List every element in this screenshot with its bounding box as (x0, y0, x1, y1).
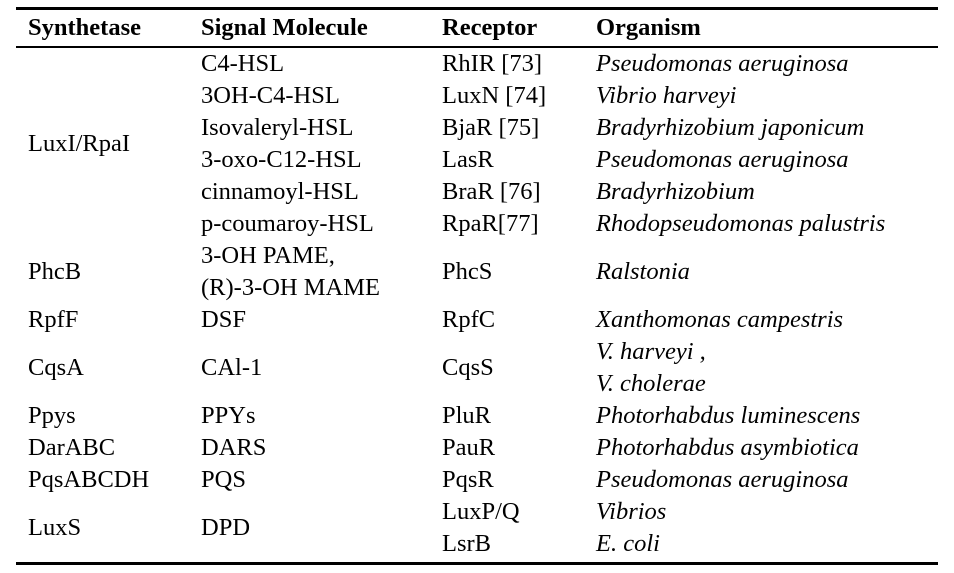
signal-cell: PPYs (201, 401, 256, 429)
top-rule (16, 7, 938, 10)
receptor-cell: RpaR[77] (442, 209, 539, 237)
organism-cell: Photorhabdus asymbiotica (596, 433, 859, 461)
signal-cell: cinnamoyl-HSL (201, 177, 359, 205)
receptor-cell: BraR [76] (442, 177, 541, 205)
table-row: p-coumaroy-HSL RpaR[77] Rhodopseudomonas… (16, 208, 938, 240)
signal-cell: DARS (201, 433, 267, 461)
synthetase-cell: Ppys (28, 401, 76, 429)
synthetase-cell: PqsABCDH (28, 465, 150, 493)
organism-cell: Vibrio harveyi (596, 81, 737, 109)
synthetase-cell: CqsA (28, 353, 84, 381)
signal-cell: CAl-1 (201, 353, 263, 381)
receptor-cell: LasR (442, 145, 494, 173)
organism-cell: V. harveyi , (596, 337, 706, 365)
table-row: C4-HSL RhIR [73] Pseudomonas aeruginosa (16, 48, 938, 80)
table-row-group: CqsA CAl-1 CqsS V. harveyi , V. cholerae (16, 336, 938, 400)
organism-cell: V. cholerae (596, 369, 706, 397)
table-row-group: LuxI/RpaI C4-HSL RhIR [73] Pseudomonas a… (16, 48, 938, 240)
signal-cell: 3-OH PAME, (201, 241, 335, 269)
receptor-cell: LsrB (442, 529, 491, 557)
organism-cell: Ralstonia (596, 257, 690, 285)
table-row: 3OH-C4-HSL LuxN [74] Vibrio harveyi (16, 80, 938, 112)
header-receptor: Receptor (442, 14, 538, 41)
table-row: 3-oxo-C12-HSL LasR Pseudomonas aeruginos… (16, 144, 938, 176)
synthetase-cell: LuxS (28, 513, 82, 541)
signal-cell: p-coumaroy-HSL (201, 209, 374, 237)
receptor-cell: CqsS (442, 353, 494, 381)
receptor-cell: RpfC (442, 305, 496, 333)
organism-cell: Photorhabdus luminescens (596, 401, 861, 429)
signal-cell: 3OH-C4-HSL (201, 81, 340, 109)
synthetase-cell: DarABC (28, 433, 116, 461)
table-row: RpfF DSF RpfC Xanthomonas campestris (16, 304, 938, 336)
organism-cell: Vibrios (596, 497, 667, 525)
receptor-cell: PauR (442, 433, 496, 461)
table-row: Ppys PPYs PluR Photorhabdus luminescens (16, 400, 938, 432)
organism-cell: Xanthomonas campestris (596, 305, 844, 333)
header-rule (16, 46, 938, 48)
signal-molecule-table: Synthetase Signal Molecule Receptor Orga… (16, 7, 938, 565)
organism-cell: Bradyrhizobium japonicum (596, 113, 865, 141)
synthetase-cell: RpfF (28, 305, 79, 333)
table-row: DarABC DARS PauR Photorhabdus asymbiotic… (16, 432, 938, 464)
header-synthetase: Synthetase (28, 14, 141, 41)
receptor-cell: PqsR (442, 465, 494, 493)
header-row: Synthetase Signal Molecule Receptor Orga… (16, 10, 938, 46)
table-row: PqsABCDH PQS PqsR Pseudomonas aeruginosa (16, 464, 938, 496)
organism-cell: Rhodopseudomonas palustris (596, 209, 886, 237)
table-row-group: LuxS DPD LuxP/Q Vibrios LsrB E. coli (16, 496, 938, 560)
signal-cell: DSF (201, 305, 246, 333)
organism-cell: E. coli (596, 529, 660, 557)
receptor-cell: BjaR [75] (442, 113, 540, 141)
signal-cell: (R)-3-OH MAME (201, 273, 380, 301)
bottom-rule (16, 561, 938, 565)
signal-cell: Isovaleryl-HSL (201, 113, 354, 141)
organism-cell: Pseudomonas aeruginosa (596, 145, 849, 173)
table-row: Isovaleryl-HSL BjaR [75] Bradyrhizobium … (16, 112, 938, 144)
organism-cell: Bradyrhizobium (596, 177, 755, 205)
header-signal-molecule: Signal Molecule (201, 14, 368, 41)
signal-cell: DPD (201, 513, 251, 541)
synthetase-cell: PhcB (28, 257, 82, 285)
receptor-cell: LuxN [74] (442, 81, 547, 109)
receptor-cell: PhcS (442, 257, 493, 285)
signal-cell: PQS (201, 465, 246, 493)
header-organism: Organism (596, 14, 701, 41)
table-row-group: PhcB 3-OH PAME, (R)-3-OH MAME PhcS Ralst… (16, 240, 938, 304)
receptor-cell: PluR (442, 401, 492, 429)
receptor-cell: RhIR [73] (442, 49, 543, 77)
organism-cell: Pseudomonas aeruginosa (596, 49, 849, 77)
signal-cell: 3-oxo-C12-HSL (201, 145, 362, 173)
receptor-cell: LuxP/Q (442, 497, 520, 525)
organism-cell: Pseudomonas aeruginosa (596, 465, 849, 493)
signal-cell: C4-HSL (201, 49, 285, 77)
table-row: cinnamoyl-HSL BraR [76] Bradyrhizobium (16, 176, 938, 208)
synthetase-cell: LuxI/RpaI (28, 129, 131, 157)
